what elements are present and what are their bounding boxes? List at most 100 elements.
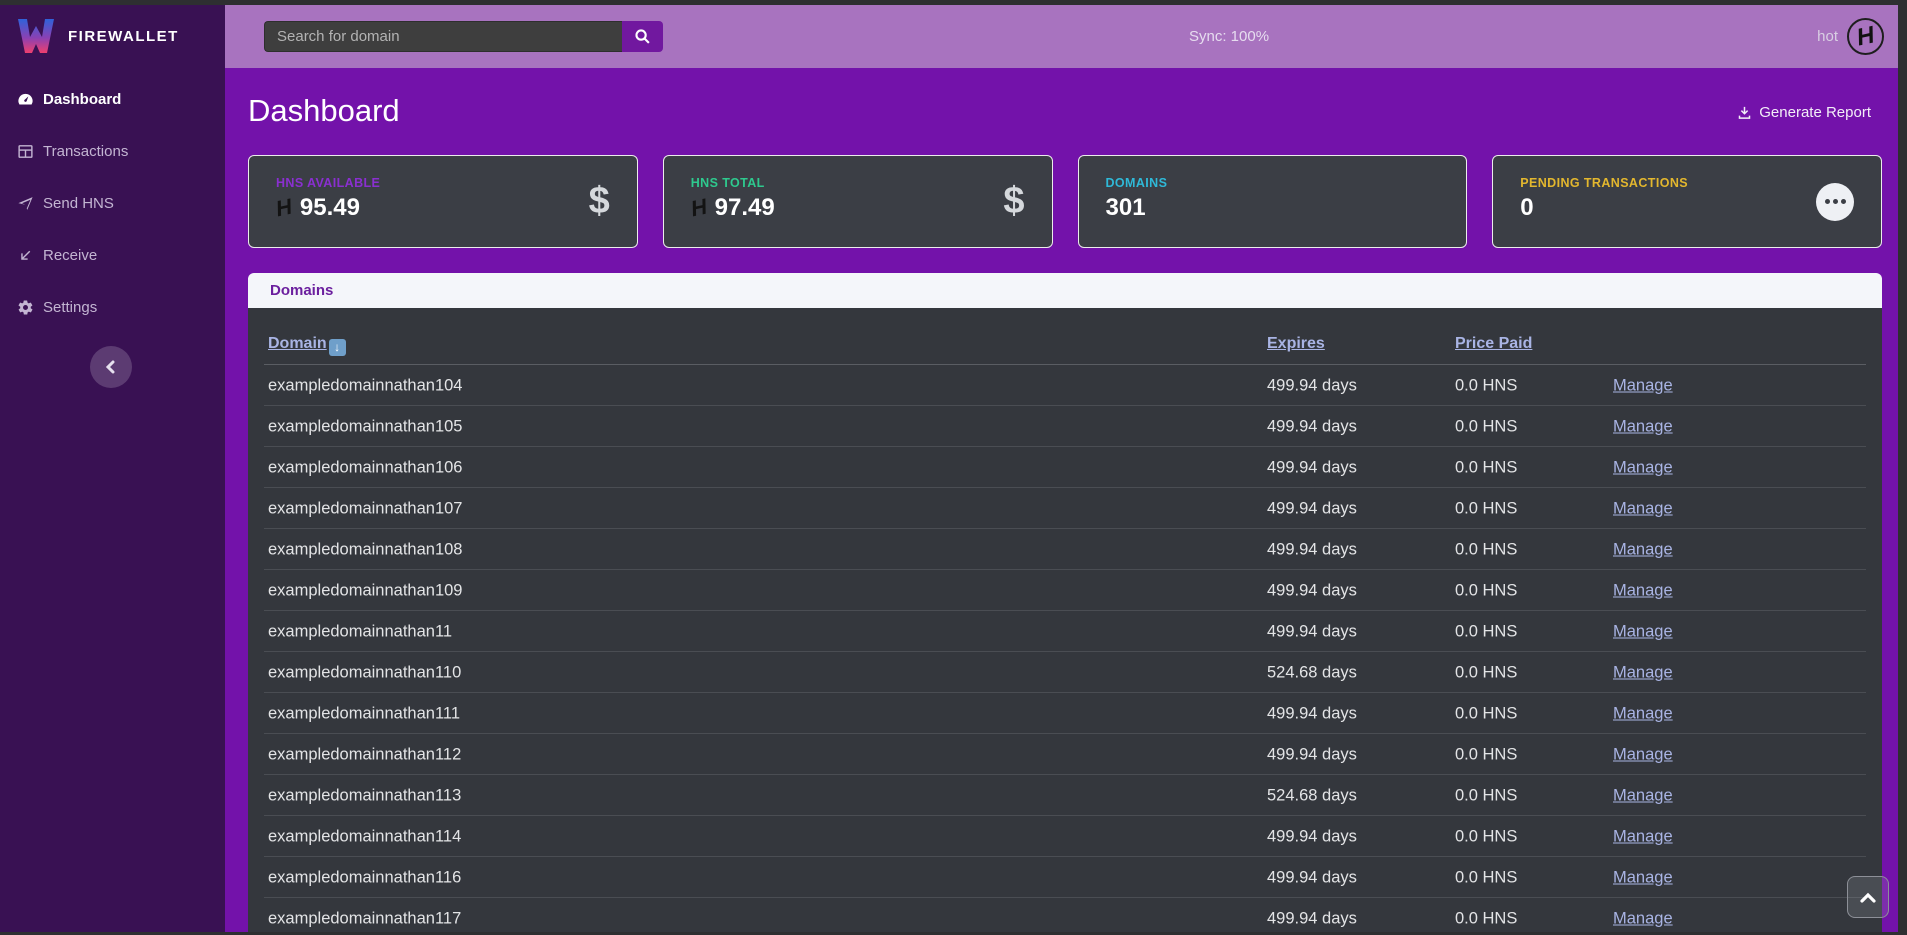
sidebar-item-label: Settings — [43, 298, 98, 316]
column-header-expires[interactable]: Expires — [1267, 335, 1325, 352]
wallet-name: hot — [1817, 28, 1838, 45]
chevron-left-icon — [105, 360, 115, 374]
paper-plane-icon — [17, 195, 34, 212]
manage-link[interactable]: Manage — [1613, 827, 1673, 845]
table-row: exampledomainnathan116 499.94 days 0.0 H… — [248, 857, 1882, 898]
cell-domain: exampledomainnathan113 — [268, 786, 462, 804]
cell-price: 0.0 HNS — [1455, 581, 1518, 599]
stat-value: 301 — [1105, 194, 1146, 221]
cell-price: 0.0 HNS — [1455, 376, 1518, 394]
stat-value: 97.49 — [714, 194, 775, 221]
search-icon — [635, 29, 650, 44]
manage-link[interactable]: Manage — [1613, 704, 1673, 722]
manage-link[interactable]: Manage — [1613, 499, 1673, 517]
sidebar-item-transactions[interactable]: Transactions — [0, 125, 225, 177]
stat-card-domains: DOMAINS 301 — [1077, 155, 1468, 248]
stat-label: DOMAINS — [1105, 176, 1168, 190]
sidebar-item-label: Dashboard — [43, 90, 122, 108]
column-header-domain[interactable]: Domain ↓ — [268, 335, 346, 356]
domain-search — [264, 21, 663, 52]
stat-card-pending-transactions: PENDING TRANSACTIONS 0 — [1492, 155, 1882, 248]
cell-price: 0.0 HNS — [1455, 540, 1518, 558]
table-row: exampledomainnathan105 499.94 days 0.0 H… — [248, 406, 1882, 447]
cell-price: 0.0 HNS — [1455, 745, 1518, 763]
chevron-up-icon — [1860, 892, 1876, 903]
pending-menu-button[interactable] — [1816, 182, 1854, 221]
table-row: exampledomainnathan11 499.94 days 0.0 HN… — [248, 611, 1882, 652]
manage-link[interactable]: Manage — [1613, 868, 1673, 886]
cell-expires: 499.94 days — [1267, 827, 1357, 845]
domains-table-head: Domain ↓ Expires Price Paid — [248, 308, 1882, 365]
domains-panel: Domains Domain ↓ Expires Price Paid examp… — [248, 273, 1882, 932]
sidebar-item-dashboard[interactable]: Dashboard — [0, 73, 225, 125]
manage-link[interactable]: Manage — [1613, 581, 1673, 599]
domains-table-body: exampledomainnathan104 499.94 days 0.0 H… — [248, 365, 1882, 932]
cell-domain: exampledomainnathan104 — [268, 376, 463, 394]
table-row: exampledomainnathan113 524.68 days 0.0 H… — [248, 775, 1882, 816]
cell-price: 0.0 HNS — [1455, 786, 1518, 804]
app-brand[interactable]: FIREWALLET — [16, 17, 179, 55]
cell-price: 0.0 HNS — [1455, 868, 1518, 886]
firewallet-logo-icon — [18, 19, 54, 53]
cell-expires: 499.94 days — [1267, 909, 1357, 927]
sidebar-nav: Dashboard Transactions Send HNS Receive … — [0, 73, 225, 333]
sync-status: Sync: 100% — [1189, 28, 1270, 45]
domains-panel-header: Domains — [248, 273, 1882, 308]
search-input[interactable] — [264, 21, 622, 52]
cell-domain: exampledomainnathan105 — [268, 417, 463, 435]
table-row: exampledomainnathan108 499.94 days 0.0 H… — [248, 529, 1882, 570]
dollar-icon: $ — [588, 180, 610, 222]
cell-expires: 499.94 days — [1267, 499, 1357, 517]
column-header-price-paid[interactable]: Price Paid — [1455, 335, 1533, 352]
sidebar: FIREWALLET Dashboard Transactions Send H… — [0, 5, 225, 932]
cell-expires: 499.94 days — [1267, 540, 1357, 558]
manage-link[interactable]: Manage — [1613, 622, 1673, 640]
cell-expires: 499.94 days — [1267, 868, 1357, 886]
manage-link[interactable]: Manage — [1613, 376, 1673, 394]
sidebar-item-label: Send HNS — [43, 194, 114, 212]
generate-report-button[interactable]: Generate Report — [1737, 104, 1871, 121]
sidebar-item-receive[interactable]: Receive — [0, 229, 225, 281]
cell-domain: exampledomainnathan111 — [268, 704, 461, 722]
cell-expires: 499.94 days — [1267, 704, 1357, 722]
hns-coin-icon: H — [688, 193, 709, 222]
manage-link[interactable]: Manage — [1613, 745, 1673, 763]
table-row: exampledomainnathan110 524.68 days 0.0 H… — [248, 652, 1882, 693]
arrow-down-left-icon — [17, 247, 34, 264]
scroll-to-top-button[interactable] — [1847, 876, 1889, 918]
stat-label: HNS TOTAL — [690, 176, 765, 190]
gauge-icon — [17, 91, 34, 108]
handshake-logo-icon[interactable]: H — [1847, 18, 1884, 55]
cell-domain: exampledomainnathan114 — [268, 827, 462, 845]
wallet-cluster: hot H — [1817, 5, 1884, 68]
cell-domain: exampledomainnathan112 — [268, 745, 462, 763]
cell-expires: 524.68 days — [1267, 663, 1357, 681]
sidebar-collapse-button[interactable] — [90, 346, 132, 388]
manage-link[interactable]: Manage — [1613, 909, 1673, 927]
manage-link[interactable]: Manage — [1613, 540, 1673, 558]
domains-table: Domain ↓ Expires Price Paid exampledomain… — [248, 308, 1882, 932]
search-button[interactable] — [622, 21, 663, 52]
table-row: exampledomainnathan109 499.94 days 0.0 H… — [248, 570, 1882, 611]
manage-link[interactable]: Manage — [1613, 786, 1673, 804]
main-content: Dashboard Generate Report HNS AVAILABLE … — [225, 68, 1898, 932]
sidebar-item-send-hns[interactable]: Send HNS — [0, 177, 225, 229]
domains-panel-title: Domains — [270, 282, 334, 299]
cell-expires: 499.94 days — [1267, 581, 1357, 599]
cell-price: 0.0 HNS — [1455, 499, 1518, 517]
cell-domain: exampledomainnathan106 — [268, 458, 463, 476]
cell-price: 0.0 HNS — [1455, 704, 1518, 722]
manage-link[interactable]: Manage — [1613, 417, 1673, 435]
cell-price: 0.0 HNS — [1455, 458, 1518, 476]
manage-link[interactable]: Manage — [1613, 458, 1673, 476]
app-title: FIREWALLET — [68, 27, 179, 45]
cell-expires: 499.94 days — [1267, 458, 1357, 476]
cell-price: 0.0 HNS — [1455, 909, 1518, 927]
sidebar-item-settings[interactable]: Settings — [0, 281, 225, 333]
cell-expires: 499.94 days — [1267, 376, 1357, 394]
table-row: exampledomainnathan107 499.94 days 0.0 H… — [248, 488, 1882, 529]
sort-descending-icon: ↓ — [328, 338, 346, 356]
cell-domain: exampledomainnathan108 — [268, 540, 463, 558]
cell-domain: exampledomainnathan116 — [268, 868, 462, 886]
manage-link[interactable]: Manage — [1613, 663, 1673, 681]
